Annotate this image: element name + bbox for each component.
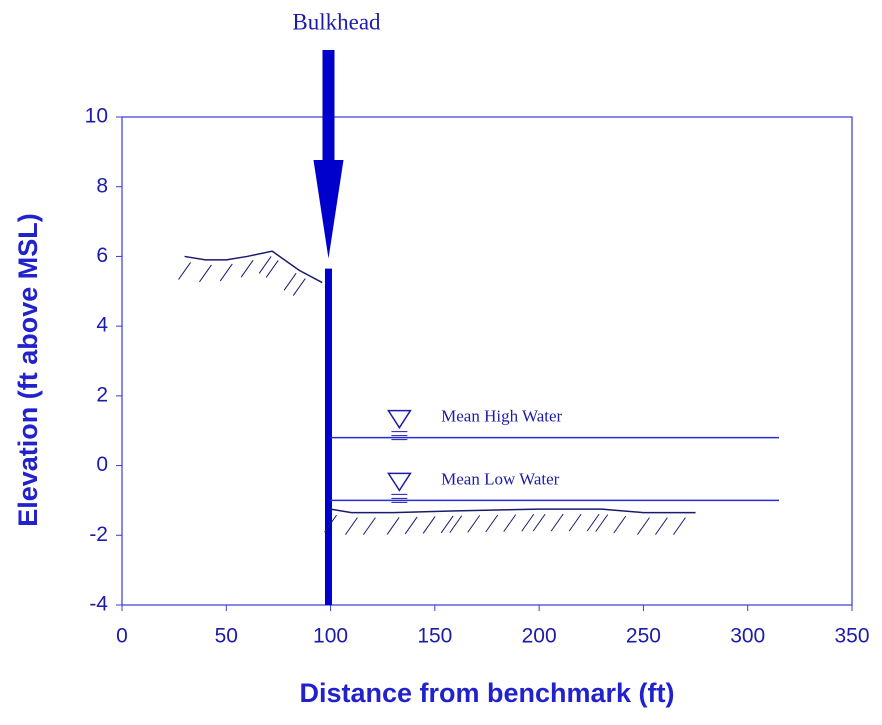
y-axis-label: Elevation (ft above MSL)	[13, 213, 43, 527]
hatch	[485, 514, 499, 533]
annotation: Mean High Water	[441, 407, 562, 426]
hatch	[532, 513, 546, 532]
hatch	[568, 513, 582, 532]
profile-line	[184, 250, 323, 284]
y-tick-label: 2	[96, 383, 108, 406]
y-tick-label: 6	[96, 244, 108, 267]
hatch	[521, 513, 535, 532]
x-tick-label: 350	[834, 625, 869, 648]
hatch	[404, 516, 418, 535]
y-tick-label: 10	[85, 105, 108, 128]
hatch	[595, 514, 609, 532]
profile-line	[330, 508, 696, 514]
water-symbol	[387, 472, 412, 492]
y-tick-label: 8	[96, 174, 108, 197]
hatch	[324, 514, 337, 533]
hatch	[363, 517, 376, 535]
x-tick-label: 50	[215, 625, 238, 648]
hatch	[440, 515, 454, 534]
x-tick-label: 0	[116, 625, 128, 648]
x-tick-label: 100	[313, 625, 348, 648]
hatch	[386, 517, 400, 535]
y-tick-label: 4	[96, 314, 108, 337]
annotation: Mean Low Water	[441, 469, 560, 488]
hatch	[655, 517, 668, 535]
hatch	[283, 272, 297, 291]
hatch	[673, 517, 686, 535]
x-tick-label: 150	[417, 625, 452, 648]
arrow-head	[313, 160, 344, 259]
hatch	[422, 516, 436, 534]
y-tick-label: 0	[96, 453, 108, 476]
y-tick-label: -2	[89, 523, 108, 546]
annotation: Bulkhead	[292, 9, 381, 34]
hatch	[219, 263, 233, 282]
hatch	[503, 514, 517, 532]
x-tick-label: 250	[626, 625, 661, 648]
hatch	[199, 264, 212, 283]
hatch	[637, 517, 650, 535]
hatch	[240, 259, 254, 278]
hatch	[258, 256, 272, 274]
hatch	[178, 262, 191, 280]
hatch	[292, 278, 306, 296]
x-axis-label: Distance from benchmark (ft)	[299, 678, 674, 708]
hatch	[550, 513, 564, 532]
hatch	[345, 517, 358, 535]
hatch	[449, 515, 463, 534]
y-tick-label: -4	[89, 593, 108, 616]
x-tick-label: 200	[522, 625, 557, 648]
hatch	[586, 513, 600, 532]
arrow-shaft	[322, 50, 335, 162]
hatch	[265, 260, 279, 278]
water-symbol	[387, 409, 412, 430]
plot-frame	[121, 116, 853, 606]
x-tick-label: 300	[730, 625, 765, 648]
hatch	[467, 515, 481, 533]
hatch	[613, 515, 627, 534]
